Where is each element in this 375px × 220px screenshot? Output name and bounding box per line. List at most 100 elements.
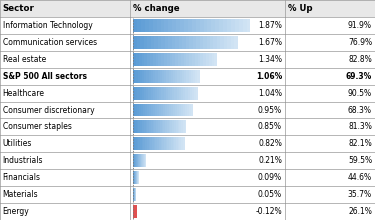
Bar [150, 53, 153, 66]
Bar [133, 205, 137, 218]
Bar [160, 121, 162, 133]
Bar [181, 121, 183, 133]
Bar [231, 19, 235, 32]
Bar [0, 102, 375, 118]
Bar [179, 121, 181, 133]
Bar [138, 87, 140, 99]
Bar [142, 87, 144, 99]
Text: % Up: % Up [288, 4, 312, 13]
Bar [167, 53, 170, 66]
Text: Consumer staples: Consumer staples [3, 122, 72, 131]
Bar [155, 70, 158, 82]
Text: 90.5%: 90.5% [348, 89, 372, 98]
Bar [153, 19, 157, 32]
Bar [178, 36, 182, 49]
Bar [168, 19, 172, 32]
Bar [178, 53, 181, 66]
Text: Utilities: Utilities [3, 139, 32, 148]
Bar [181, 87, 183, 99]
Bar [169, 70, 171, 82]
Bar [180, 70, 182, 82]
Bar [135, 70, 138, 82]
Bar [157, 87, 159, 99]
Bar [215, 19, 219, 32]
Text: 35.7%: 35.7% [348, 190, 372, 199]
Bar [133, 121, 135, 133]
Text: Materials: Materials [3, 190, 38, 199]
Text: Communication services: Communication services [3, 38, 97, 47]
Bar [220, 36, 224, 49]
Bar [219, 19, 223, 32]
Bar [171, 70, 173, 82]
Bar [159, 104, 161, 116]
Bar [183, 104, 185, 116]
Text: 1.87%: 1.87% [258, 21, 282, 30]
Text: 26.1%: 26.1% [348, 207, 372, 216]
Bar [135, 121, 136, 133]
Bar [0, 85, 375, 102]
Bar [144, 53, 147, 66]
Text: Industrials: Industrials [3, 156, 43, 165]
Bar [171, 121, 172, 133]
Bar [141, 154, 142, 167]
Bar [200, 53, 203, 66]
Bar [207, 36, 210, 49]
Bar [136, 36, 140, 49]
Bar [151, 121, 153, 133]
Bar [162, 70, 164, 82]
Bar [147, 121, 149, 133]
Text: Healthcare: Healthcare [3, 89, 45, 98]
Bar [184, 53, 186, 66]
Bar [133, 138, 135, 150]
Bar [140, 87, 142, 99]
Bar [181, 104, 183, 116]
Bar [162, 138, 164, 150]
Text: Financials: Financials [3, 173, 40, 182]
Bar [153, 121, 154, 133]
Bar [139, 104, 141, 116]
Bar [144, 154, 145, 167]
Bar [180, 138, 181, 150]
Text: 0.85%: 0.85% [258, 122, 282, 131]
Bar [133, 53, 136, 66]
Text: S&P 500 All sectors: S&P 500 All sectors [3, 72, 87, 81]
Bar [191, 104, 193, 116]
Bar [184, 70, 186, 82]
Bar [0, 169, 375, 186]
Bar [133, 70, 135, 82]
Bar [234, 36, 238, 49]
Text: 44.6%: 44.6% [348, 173, 372, 182]
Text: 76.9%: 76.9% [348, 38, 372, 47]
Bar [179, 87, 181, 99]
Text: 91.9%: 91.9% [348, 21, 372, 30]
Bar [189, 104, 191, 116]
Bar [0, 0, 375, 17]
Text: 0.09%: 0.09% [258, 173, 282, 182]
Bar [140, 70, 142, 82]
Bar [148, 138, 150, 150]
Bar [165, 104, 167, 116]
Text: 1.34%: 1.34% [258, 55, 282, 64]
Bar [164, 70, 166, 82]
Bar [168, 138, 169, 150]
Bar [153, 70, 155, 82]
Bar [231, 36, 234, 49]
Bar [186, 36, 189, 49]
Bar [156, 121, 158, 133]
Bar [195, 70, 198, 82]
Text: Energy: Energy [3, 207, 29, 216]
Bar [153, 104, 155, 116]
Bar [136, 138, 138, 150]
Bar [192, 36, 196, 49]
Bar [214, 53, 217, 66]
Bar [133, 104, 135, 116]
Bar [154, 138, 155, 150]
Bar [145, 138, 147, 150]
Text: 82.1%: 82.1% [348, 139, 372, 148]
Bar [147, 53, 150, 66]
Bar [239, 19, 243, 32]
Bar [160, 138, 162, 150]
Bar [189, 53, 192, 66]
Bar [161, 53, 164, 66]
Bar [209, 53, 212, 66]
